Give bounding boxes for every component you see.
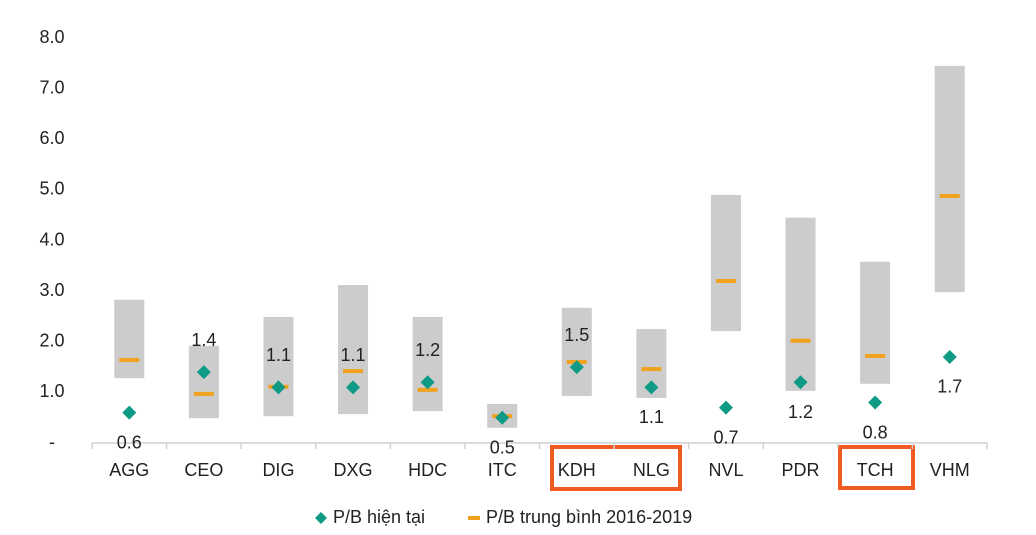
x-tick-label: AGG — [109, 460, 149, 480]
range-bar — [263, 316, 294, 417]
y-tick-label: 7.0 — [39, 77, 64, 97]
y-tick-label: 1.0 — [39, 381, 64, 401]
average-marker — [193, 391, 214, 396]
x-tick-label: PDR — [782, 460, 820, 480]
current-marker — [644, 380, 659, 395]
current-marker — [718, 400, 733, 415]
range-bar — [561, 307, 592, 396]
highlight-box — [550, 445, 682, 491]
x-tick-label: VHM — [930, 460, 970, 480]
x-tick-label: ITC — [488, 460, 517, 480]
current-marker — [271, 380, 286, 395]
value-label: 0.8 — [863, 422, 888, 442]
value-label: 1.7 — [937, 377, 962, 397]
x-tick-label: DIG — [262, 460, 294, 480]
y-tick-label: 2.0 — [39, 331, 64, 351]
value-label: 0.6 — [117, 432, 142, 452]
current-marker — [495, 410, 510, 425]
y-tick-label: 6.0 — [39, 128, 64, 148]
current-marker — [420, 375, 435, 390]
current-marker — [868, 395, 883, 410]
range-bar — [860, 261, 891, 384]
value-label: 1.4 — [191, 330, 216, 350]
highlight-box — [838, 445, 915, 490]
value-label: 1.2 — [788, 402, 813, 422]
range-bar — [188, 345, 219, 419]
legend-label: P/B trung bình 2016-2019 — [486, 507, 692, 527]
y-tick-label: 5.0 — [39, 179, 64, 199]
average-marker — [119, 357, 140, 362]
y-tick-label: 4.0 — [39, 229, 64, 249]
current-marker — [122, 405, 137, 420]
average-marker — [865, 353, 886, 358]
y-tick-label: 3.0 — [39, 280, 64, 300]
average-marker — [417, 387, 438, 392]
current-marker — [569, 360, 584, 375]
current-marker — [346, 380, 361, 395]
y-tick-label: - — [49, 432, 55, 452]
value-label: 0.5 — [490, 437, 515, 457]
range-bar — [710, 194, 741, 332]
x-tick-label: DXG — [334, 460, 373, 480]
x-tick-label: TCH — [857, 460, 894, 480]
current-marker — [196, 365, 211, 380]
range-bar — [412, 316, 443, 412]
x-tick-label: HDC — [408, 460, 447, 480]
value-label: 1.1 — [266, 345, 291, 365]
average-marker — [343, 369, 364, 374]
legend-marker — [468, 516, 480, 520]
value-label: 1.1 — [639, 407, 664, 427]
x-tick-label: NLG — [633, 460, 670, 480]
x-tick-label: NVL — [708, 460, 743, 480]
current-marker — [793, 375, 808, 390]
y-tick-label: 8.0 — [39, 27, 64, 47]
range-bar — [934, 65, 965, 293]
legend-marker — [315, 512, 327, 524]
range-bar — [785, 217, 816, 391]
average-marker — [790, 338, 811, 343]
current-marker — [942, 349, 957, 364]
average-marker — [641, 367, 662, 372]
value-label: 1.5 — [564, 325, 589, 345]
value-label: 0.7 — [713, 427, 738, 447]
average-marker — [939, 193, 960, 198]
range-bar — [114, 299, 145, 379]
value-label: 1.2 — [415, 340, 440, 360]
x-tick-label: KDH — [558, 460, 596, 480]
x-tick-label: CEO — [184, 460, 223, 480]
average-marker — [715, 279, 736, 283]
value-label: 1.1 — [341, 345, 366, 365]
legend-label: P/B hiện tại — [333, 507, 425, 527]
